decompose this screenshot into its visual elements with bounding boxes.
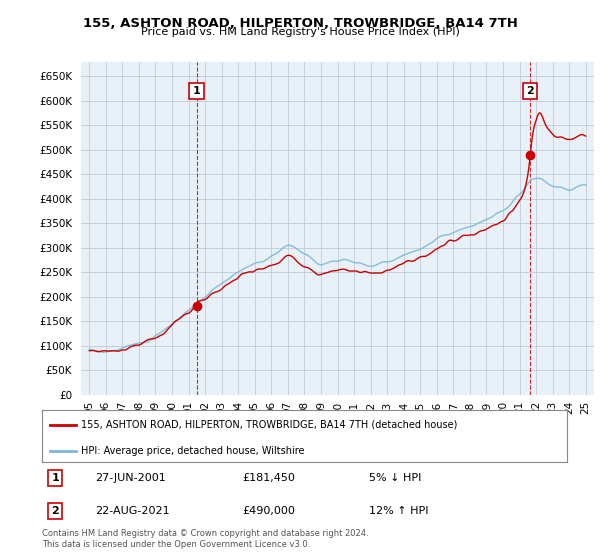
Text: 2: 2 — [526, 86, 534, 96]
Text: Price paid vs. HM Land Registry's House Price Index (HPI): Price paid vs. HM Land Registry's House … — [140, 27, 460, 37]
Text: 27-JUN-2001: 27-JUN-2001 — [95, 473, 166, 483]
Text: 1: 1 — [52, 473, 59, 483]
Text: 12% ↑ HPI: 12% ↑ HPI — [370, 506, 429, 516]
Text: 5% ↓ HPI: 5% ↓ HPI — [370, 473, 422, 483]
Text: 22-AUG-2021: 22-AUG-2021 — [95, 506, 169, 516]
Text: £181,450: £181,450 — [242, 473, 296, 483]
Text: 2: 2 — [52, 506, 59, 516]
Text: 155, ASHTON ROAD, HILPERTON, TROWBRIDGE, BA14 7TH (detached house): 155, ASHTON ROAD, HILPERTON, TROWBRIDGE,… — [82, 420, 458, 430]
Text: £490,000: £490,000 — [242, 506, 296, 516]
Text: 1: 1 — [193, 86, 200, 96]
Text: Contains HM Land Registry data © Crown copyright and database right 2024.
This d: Contains HM Land Registry data © Crown c… — [42, 529, 368, 549]
Text: HPI: Average price, detached house, Wiltshire: HPI: Average price, detached house, Wilt… — [82, 446, 305, 456]
Text: 155, ASHTON ROAD, HILPERTON, TROWBRIDGE, BA14 7TH: 155, ASHTON ROAD, HILPERTON, TROWBRIDGE,… — [83, 17, 517, 30]
